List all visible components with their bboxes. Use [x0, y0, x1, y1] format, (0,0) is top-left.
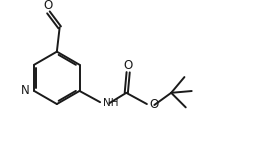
- Text: NH: NH: [103, 98, 118, 108]
- Text: O: O: [43, 0, 52, 12]
- Text: N: N: [21, 85, 29, 97]
- Text: O: O: [123, 59, 133, 72]
- Text: O: O: [150, 98, 159, 111]
